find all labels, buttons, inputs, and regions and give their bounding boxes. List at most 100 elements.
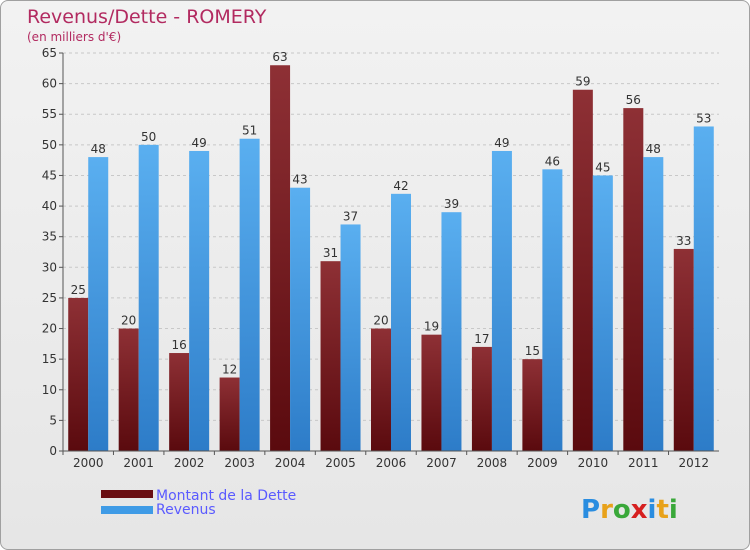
x-tick-label: 2011 [628,456,659,470]
value-label-debt: 33 [676,234,691,248]
bar-revenus [88,157,109,452]
bar-revenus [290,187,311,451]
logo-letter: P [581,495,600,525]
x-tick-label: 2005 [325,456,356,470]
value-label-debt: 63 [272,50,287,64]
y-tick-label: 30 [42,260,57,274]
bar-debt [623,108,644,451]
bar-debt [522,359,543,451]
x-tick-label: 2001 [123,456,154,470]
y-tick-label: 55 [42,107,57,121]
x-axis-ticks: 2000 2001 2002 2003 2004 2005 2006 2007 2008 2009… [62,451,709,470]
proxiti-logo: Proxiti [581,495,678,525]
logo-letter: t [656,495,668,525]
bar-debt [68,297,89,451]
x-tick-label: 2012 [678,456,709,470]
value-label-debt: 25 [71,283,86,297]
value-label-revenus: 50 [141,130,156,144]
value-label-revenus: 49 [192,136,207,150]
bar-revenus [340,224,361,451]
chart-title: Revenus/Dette - ROMERY [27,6,267,28]
x-tick-label: 2009 [527,456,558,470]
value-label-revenus: 42 [393,179,408,193]
value-label-revenus: 45 [595,160,610,174]
bar-revenus [643,157,664,452]
value-label-debt: 59 [575,75,590,89]
value-label-revenus: 48 [91,142,106,156]
value-label-debt: 20 [373,314,388,328]
bars [68,65,714,452]
value-label-revenus: 39 [444,197,459,211]
bar-debt [118,328,139,451]
y-tick-label: 25 [42,291,57,305]
chart-subtitle: (en milliers d'€) [27,30,121,44]
bar-revenus [542,169,563,452]
y-tick-label: 5 [49,413,57,427]
y-tick-label: 35 [42,230,57,244]
bar-revenus [441,212,462,451]
y-tick-label: 10 [42,383,57,397]
bar-debt [371,328,391,451]
bar-debt [169,353,190,451]
value-label-revenus: 37 [343,209,358,223]
value-label-debt: 19 [424,320,439,334]
value-label-revenus: 53 [696,111,711,125]
legend-label-revenus: Revenus [156,502,216,518]
bar-debt [471,346,492,451]
value-label-debt: 31 [323,246,338,260]
value-label-revenus: 46 [545,154,560,168]
y-axis-ticks: 0 5 10 15 20 25 30 35 40 45 50 55 60 65 [42,46,63,458]
logo-letter: x [631,495,648,525]
x-tick-label: 2006 [376,456,407,470]
x-tick-label: 2008 [477,456,508,470]
logo-letter: r [600,495,613,525]
bar-revenus [391,193,411,452]
bar-debt [421,334,442,451]
y-tick-label: 50 [42,138,57,152]
y-tick-label: 0 [49,444,57,458]
bar-revenus [239,138,260,451]
value-label-debt: 15 [525,344,540,358]
value-label-debt: 20 [121,314,136,328]
legend-label-debt: Montant de la Dette [156,488,296,504]
legend: Montant de la Dette Revenus [101,488,296,518]
bar-debt [673,248,694,451]
y-tick-label: 20 [42,322,57,336]
y-tick-label: 40 [42,199,57,213]
value-label-debt: 12 [222,363,237,377]
x-tick-label: 2002 [174,456,205,470]
legend-swatch-revenus [101,506,153,514]
value-label-revenus: 51 [242,124,257,138]
bar-debt [219,377,240,451]
value-label-revenus: 48 [646,142,661,156]
x-tick-label: 2000 [73,456,104,470]
x-tick-label: 2004 [275,456,306,470]
bar-debt [270,65,291,451]
bar-debt [572,89,593,451]
x-tick-label: 2010 [578,456,609,470]
y-tick-label: 65 [42,46,57,60]
bar-revenus [693,126,714,451]
bar-revenus [491,150,512,451]
x-tick-label: 2003 [224,456,255,470]
value-label-revenus: 43 [292,173,307,187]
value-labels: 25 48 20 50 16 49 12 51 63 43 31 37 20 42 19 39 17 49 15 46… [71,50,712,376]
bar-revenus [189,150,210,451]
value-label-debt: 56 [626,93,641,107]
y-tick-label: 60 [42,77,57,91]
value-label-debt: 17 [474,332,489,346]
value-label-revenus: 49 [494,136,509,150]
bar-revenus [592,175,613,451]
logo-letter: i [648,495,657,525]
logo-letter: i [669,495,678,525]
bar-revenus [138,144,159,451]
value-label-debt: 16 [172,338,187,352]
y-tick-label: 15 [42,352,57,366]
logo-letter: o [613,495,631,525]
y-tick-label: 45 [42,168,57,182]
legend-swatch-debt [101,490,153,498]
x-tick-label: 2007 [426,456,457,470]
bar-debt [320,261,341,451]
